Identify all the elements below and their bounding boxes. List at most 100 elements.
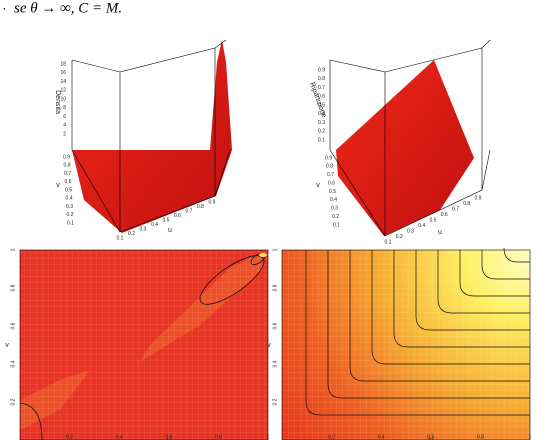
contour-line — [503, 247, 530, 263]
x-axis-label: u — [167, 437, 171, 440]
v-tick-label: 0.3 — [66, 204, 73, 210]
z-axis-label: Densita — [54, 90, 61, 114]
v-tick-label: 0.4 — [66, 196, 73, 202]
x-tick-label: 1 — [267, 434, 270, 440]
contour-plot-distribution — [281, 247, 531, 440]
v-tick-label: 0.6 — [65, 179, 72, 185]
z-tick-label: 14 — [60, 79, 66, 85]
v-tick-label: 0.5 — [329, 189, 336, 195]
u-tick-label: 0.3 — [140, 226, 147, 232]
u-tick-label: 0.9 — [209, 199, 216, 205]
bullet: · — [2, 0, 7, 16]
u-tick-label: 0.4 — [418, 223, 425, 229]
z-tick-label: 6 — [63, 114, 66, 120]
u-tick-label: 0.3 — [407, 228, 414, 234]
v-tick-label: 0.8 — [326, 164, 333, 170]
u-tick-label: 0.1 — [385, 239, 392, 245]
contour-line — [349, 250, 530, 382]
z-tick-label: 0.1 — [318, 137, 325, 143]
v-tick-label: 0.8 — [64, 163, 71, 169]
v-tick-label: 0.7 — [327, 172, 334, 178]
v-tick-label: 0.1 — [333, 222, 340, 228]
y-tick-label: 0.6 — [10, 322, 16, 329]
v-tick-label: 0.4 — [330, 197, 337, 203]
x-tick-label: 0.4 — [378, 434, 385, 440]
u-tick-label: 0.1 — [117, 235, 124, 241]
z-tick-label: 2 — [63, 131, 66, 137]
u-tick-label: 0.2 — [396, 234, 403, 240]
v-tick-label: 0.3 — [331, 206, 338, 212]
u-tick-label: 0.9 — [475, 195, 482, 201]
contour-line — [459, 250, 530, 297]
z-tick-label: 0.8 — [318, 76, 325, 82]
contour-line — [437, 250, 530, 314]
u-tick-label: 0.5 — [163, 217, 170, 223]
u-tick-label: 0.4 — [151, 222, 158, 228]
u-tick-label: 0.6 — [174, 213, 181, 219]
u-tick-label: 0.7 — [186, 208, 193, 214]
surface-plot-distribution — [329, 39, 491, 237]
u-axis-label: u — [438, 229, 442, 236]
z-tick-label: 18 — [60, 61, 66, 67]
u-axis-label: u — [168, 227, 172, 234]
x-tick-label: 1 — [529, 434, 532, 440]
z-tick-label: 0.5 — [318, 102, 325, 108]
x-tick-label: 0.6 — [165, 434, 172, 440]
y-tick-label: 0.4 — [10, 360, 16, 367]
v-axis-label: v — [316, 182, 320, 189]
contour-plot-density — [19, 249, 269, 440]
z-tick-label: 16 — [60, 70, 66, 76]
v-tick-label: 0.9 — [63, 154, 70, 160]
contour-line — [305, 250, 530, 416]
u-tick-label: 0.6 — [441, 212, 448, 218]
u-tick-label: 0.5 — [430, 217, 437, 223]
z-tick-label: 0.7 — [318, 85, 325, 91]
v-tick-label: 0.2 — [67, 212, 74, 218]
contour-line — [481, 250, 530, 280]
v-tick-label: 0.5 — [65, 187, 72, 193]
u-tick-label: 0.8 — [197, 204, 204, 210]
x-axis-label: u — [429, 437, 433, 440]
z-tick-label: 12 — [60, 88, 66, 94]
x-tick-label: 0.6 — [427, 434, 434, 440]
z-tick-label: 10 — [60, 96, 66, 102]
z-tick-label: 0.4 — [318, 111, 325, 117]
surface-plot-density — [71, 39, 232, 233]
y-axis-label: v — [5, 342, 9, 349]
x-tick-label: 0.4 — [116, 434, 123, 440]
z-tick-label: 8 — [63, 105, 66, 111]
x-tick-label: 0.8 — [477, 434, 484, 440]
z-tick-label: 4 — [63, 123, 66, 129]
z-tick-label: 0.3 — [318, 120, 325, 126]
y-tick-label: 0.2 — [10, 398, 16, 405]
v-tick-label: 0.9 — [325, 155, 332, 161]
z-tick-label: 0.6 — [318, 94, 325, 100]
y-tick-label: 0.6 — [272, 322, 278, 329]
y-tick-label: 0.4 — [272, 360, 278, 367]
x-tick-label: 0.2 — [328, 434, 335, 440]
u-tick-label: 0.2 — [128, 231, 135, 237]
contour-line — [393, 250, 530, 348]
x-tick-label: 0.8 — [215, 434, 222, 440]
z-tick-label: 0.9 — [318, 67, 325, 73]
y-tick-label: 0.8 — [10, 284, 16, 291]
u-tick-label: 0.8 — [463, 201, 470, 207]
formula-line: se θ → ∞, C = M. — [14, 0, 122, 16]
contour-line — [327, 250, 530, 399]
y-tick-label: 0.2 — [272, 398, 278, 405]
v-tick-label: 0.7 — [64, 171, 71, 177]
z-tick-label: 0.2 — [318, 129, 325, 135]
u-tick-label: 0.7 — [452, 206, 459, 212]
v-tick-label: 0.2 — [332, 214, 339, 220]
contour-line — [415, 250, 530, 331]
contour-line — [371, 250, 530, 365]
y-tick-label: 1 — [10, 248, 16, 251]
y-tick-label: 0.8 — [272, 284, 278, 291]
y-tick-label: 1 — [272, 248, 278, 251]
y-axis-label: v — [267, 342, 271, 349]
v-tick-label: 0.6 — [328, 180, 335, 186]
v-axis-label: v — [56, 182, 60, 189]
x-tick-label: 0.2 — [66, 434, 73, 440]
v-tick-label: 0.1 — [67, 220, 74, 226]
